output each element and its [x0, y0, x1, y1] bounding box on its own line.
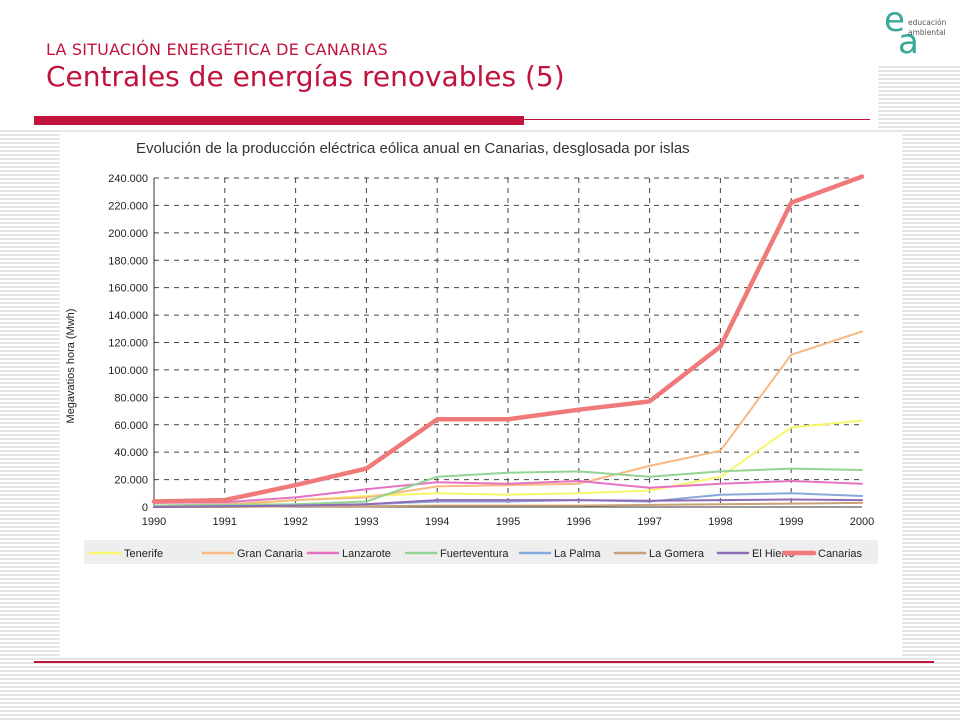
x-tick-label: 1990: [142, 516, 166, 528]
y-tick-label: 120.000: [108, 338, 148, 350]
legend-label: Gran Canaria: [237, 548, 304, 560]
slide-subtitle: LA SITUACIÓN ENERGÉTICA DE CANARIAS: [46, 40, 388, 59]
y-axis-ticks: 0 20.000 40.000 60.000 80.000 100.000 120.000 1…: [108, 173, 148, 514]
x-axis-ticks: 1990 1991 1992 1993 1994 1995 1996 1997 1998 1999…: [142, 516, 874, 528]
x-tick-label: 1997: [637, 516, 661, 528]
logo-word-educacion: educación: [908, 18, 947, 27]
legend-label: Fuerteventura: [440, 548, 509, 560]
y-tick-label: 20.000: [114, 475, 148, 487]
series-line-gran-canaria: [153, 330, 863, 507]
legend-label: Canarias: [818, 548, 863, 560]
series-line-canarias: [151, 174, 865, 504]
y-tick-label: 160.000: [108, 283, 148, 295]
logo-panel: [878, 0, 960, 66]
footer-rule: [34, 661, 934, 663]
x-tick-label: 1999: [779, 516, 803, 528]
x-tick-label: 1992: [283, 516, 307, 528]
slide-title: Centrales de energías renovables (5): [46, 60, 565, 93]
x-tick-label: 2000: [850, 516, 874, 528]
series-line-lanzarote: [153, 480, 863, 504]
x-tick-label: 1991: [213, 516, 237, 528]
educacion-ambiental-logo: e a educación ambiental: [880, 0, 958, 62]
header-panel: [0, 0, 878, 128]
legend-label: Tenerife: [124, 548, 163, 560]
logo-word-ambiental: ambiental: [908, 28, 946, 37]
y-tick-label: 240.000: [108, 173, 148, 185]
title-underline-thin: [524, 119, 870, 120]
chart-title: Evolución de la producción eléctrica eól…: [136, 140, 690, 157]
y-tick-label: 220.000: [108, 200, 148, 212]
y-tick-label: 200.000: [108, 228, 148, 240]
chart-series: [151, 174, 865, 508]
y-tick-label: 100.000: [108, 365, 148, 377]
y-tick-label: 80.000: [114, 392, 148, 404]
legend-label: La Gomera: [649, 548, 705, 560]
y-axis-label: Megavatios hora (Mwh): [65, 309, 77, 424]
x-tick-label: 1993: [354, 516, 378, 528]
wind-production-chart: Evolución de la producción eléctrica eól…: [65, 140, 878, 564]
series-line-fuerteventura: [153, 467, 863, 507]
logo-letter-a: a: [898, 22, 919, 62]
x-tick-label: 1994: [425, 516, 449, 528]
chart-legend: Tenerife Gran Canaria Lanzarote Fuerteventu…: [84, 540, 878, 564]
x-tick-label: 1998: [708, 516, 732, 528]
y-tick-label: 40.000: [114, 447, 148, 459]
legend-label: La Palma: [554, 548, 601, 560]
logo-letter-e: e: [884, 0, 905, 40]
y-tick-label: 140.000: [108, 310, 148, 322]
y-tick-label: 60.000: [114, 420, 148, 432]
legend-label: Lanzarote: [342, 548, 391, 560]
x-tick-label: 1996: [567, 516, 591, 528]
chart-grid: [154, 177, 862, 507]
title-underline-thick: [34, 116, 524, 125]
y-tick-label: 180.000: [108, 255, 148, 267]
y-tick-label: 0: [142, 502, 148, 514]
x-tick-label: 1995: [496, 516, 520, 528]
chart-panel: Evolución de la producción eléctrica eól…: [60, 134, 902, 656]
series-line-el-hierro: [153, 498, 863, 508]
